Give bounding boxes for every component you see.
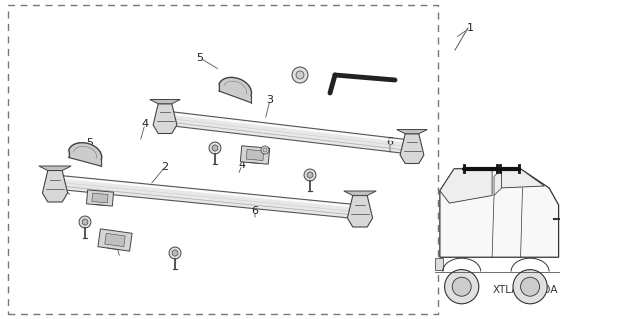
Text: 2: 2 [161, 162, 168, 172]
Text: XTLA1L020A: XTLA1L020A [492, 285, 557, 295]
Text: 4: 4 [239, 160, 246, 170]
Bar [8, 5, 438, 314]
Polygon shape [164, 111, 411, 154]
Polygon shape [348, 196, 372, 227]
Polygon shape [440, 169, 492, 203]
Polygon shape [212, 145, 218, 151]
Polygon shape [502, 169, 545, 188]
Text: 5: 5 [86, 138, 93, 148]
Text: 4: 4 [54, 180, 61, 190]
Polygon shape [172, 250, 178, 256]
Text: 5: 5 [196, 53, 204, 63]
Text: 4: 4 [113, 242, 120, 252]
Polygon shape [39, 166, 71, 170]
Polygon shape [440, 169, 559, 257]
Text: 1: 1 [467, 23, 474, 33]
Circle shape [292, 67, 308, 83]
Polygon shape [42, 170, 68, 202]
Polygon shape [82, 219, 88, 225]
Polygon shape [400, 134, 424, 164]
Polygon shape [86, 190, 113, 206]
Text: 4: 4 [141, 119, 148, 129]
Polygon shape [98, 229, 132, 251]
Circle shape [209, 142, 221, 154]
Polygon shape [219, 78, 252, 103]
Polygon shape [344, 191, 376, 196]
Polygon shape [105, 233, 125, 247]
Circle shape [261, 146, 269, 154]
Bar [435, 258, 443, 270]
Polygon shape [241, 146, 269, 164]
Polygon shape [150, 100, 180, 104]
Circle shape [296, 71, 304, 79]
Polygon shape [397, 130, 428, 134]
Text: 3: 3 [266, 95, 273, 105]
Polygon shape [54, 175, 361, 219]
Circle shape [520, 277, 540, 296]
Circle shape [513, 270, 547, 304]
Polygon shape [307, 172, 313, 178]
Text: 6: 6 [387, 137, 394, 147]
Polygon shape [92, 193, 108, 203]
Circle shape [445, 270, 479, 304]
Circle shape [169, 247, 181, 259]
Polygon shape [246, 150, 264, 160]
Circle shape [79, 216, 91, 228]
Polygon shape [153, 104, 177, 133]
Circle shape [304, 169, 316, 181]
Polygon shape [68, 143, 102, 166]
Circle shape [263, 148, 267, 152]
Text: 6: 6 [252, 206, 259, 216]
Circle shape [452, 277, 471, 296]
Polygon shape [494, 169, 502, 196]
